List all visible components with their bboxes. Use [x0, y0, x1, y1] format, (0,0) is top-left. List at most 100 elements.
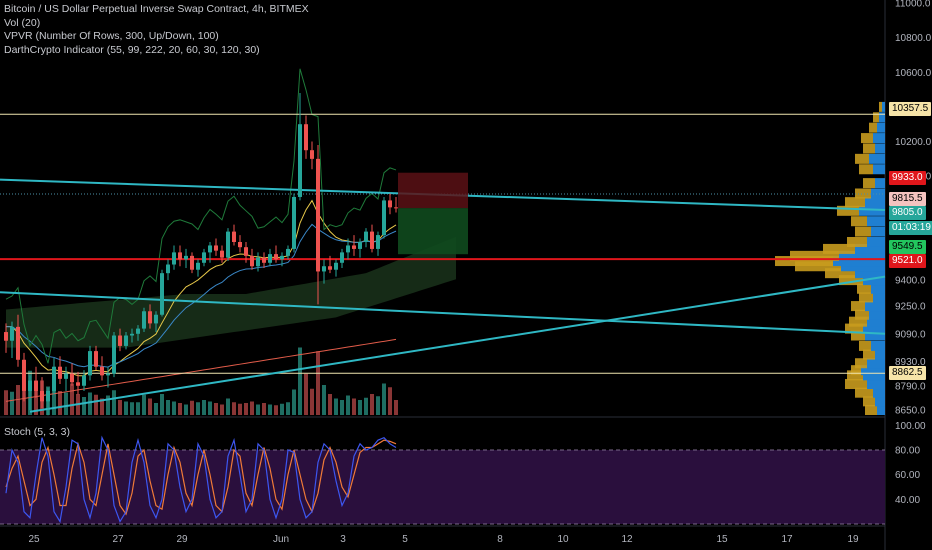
volume-profile-gold: [837, 205, 859, 216]
price-tag: 8862.5: [889, 366, 926, 380]
position-box[interactable]: [398, 172, 468, 255]
time-tick-label: 27: [112, 534, 124, 545]
volume-profile-gold: [855, 358, 867, 369]
volume-bar: [346, 395, 350, 415]
candle-body: [76, 382, 80, 386]
volume-profile-gold: [859, 164, 873, 175]
candle-body: [112, 335, 116, 374]
volume-bar: [178, 403, 182, 415]
candle-body: [346, 245, 350, 253]
volume-bar: [274, 405, 278, 415]
volume-bar: [286, 402, 290, 415]
volume-profile: [775, 101, 885, 415]
volume-profile-gold: [851, 216, 867, 227]
volume-profile-gold: [865, 405, 877, 415]
volume-profile-blue: [871, 188, 885, 199]
volume-profile-blue: [855, 243, 885, 254]
volume-profile-blue: [871, 226, 885, 237]
price-tick-label: 10600.0: [895, 68, 932, 79]
volume-bar: [124, 401, 128, 415]
stoch-axis: 100.00 80.00 60.00 40.00: [895, 421, 926, 506]
stoch-tick-label: 100.00: [895, 421, 926, 432]
volume-profile-blue: [861, 365, 885, 376]
candle-body: [118, 335, 122, 346]
volume-bar: [310, 388, 314, 415]
volume-bar: [214, 403, 218, 415]
volume-bar: [196, 402, 200, 415]
candles: [4, 93, 398, 416]
volume-profile-blue: [859, 205, 885, 216]
stoch-tick-label: 60.00: [895, 470, 920, 481]
time-tick-label: 5: [402, 534, 408, 545]
price-tick-label: 10800.0: [895, 33, 932, 44]
time-axis[interactable]: 25 27 29 Jun 3 5 8 10 12 15 17 19: [28, 534, 859, 545]
volume-profile-blue: [869, 309, 885, 320]
candle-body: [196, 262, 200, 270]
price-tick-label: 8650.0: [895, 406, 926, 417]
candle-body: [340, 252, 344, 263]
volume-profile-gold: [879, 101, 882, 112]
candle-body: [352, 245, 356, 249]
candle-body: [64, 373, 68, 379]
volume-profile-blue: [833, 256, 885, 267]
stoch-indicator-label[interactable]: Stoch (5, 3, 3): [4, 426, 70, 438]
volume-profile-blue: [873, 164, 885, 175]
candle-body: [280, 255, 284, 260]
time-tick-label: 8: [497, 534, 503, 545]
volume-profile-gold: [845, 197, 865, 208]
stop-loss-zone: [398, 172, 468, 209]
time-tick-label: 19: [847, 534, 859, 545]
volume-bar: [376, 396, 380, 415]
candle-body: [310, 150, 314, 159]
candle-body: [370, 231, 374, 249]
volume-bar: [238, 403, 242, 415]
volume-profile-gold: [863, 396, 875, 407]
volume-profile-gold: [845, 323, 863, 334]
candle-body: [40, 390, 44, 402]
volume-profile-gold: [863, 143, 875, 154]
vpvr-indicator-label[interactable]: VPVR (Number Of Rows, 300, Up/Down, 100): [4, 30, 219, 42]
stoch-k-line: [5, 435, 397, 524]
volume-profile-blue: [873, 387, 885, 398]
volume-profile-blue: [871, 340, 885, 351]
price-tick-label: 9250.0: [895, 302, 926, 313]
volume-profile-blue: [841, 261, 885, 272]
symbol-title[interactable]: Bitcoin / US Dollar Perpetual Inverse Sw…: [4, 3, 309, 15]
time-tick-label: 29: [176, 534, 188, 545]
volume-bar: [58, 391, 62, 415]
volume-profile-blue: [873, 133, 885, 144]
volume-bar: [292, 389, 296, 415]
volume-bar: [358, 400, 362, 415]
candle-body: [52, 366, 56, 391]
price-tag: 9805.0: [889, 206, 926, 220]
candle-body: [4, 332, 8, 341]
time-tick-label: 25: [28, 534, 40, 545]
volume-bar: [394, 400, 398, 415]
candle-body: [22, 359, 26, 391]
volume-bar: [118, 400, 122, 415]
candle-body: [16, 326, 20, 360]
volume-bar: [172, 401, 176, 415]
darth-indicator-label[interactable]: DarthCrypto Indicator (55, 99, 222, 20, …: [4, 43, 260, 56]
candle-body: [328, 266, 332, 270]
volume-bar: [340, 400, 344, 415]
price-tag: 9815.5: [889, 192, 926, 206]
volume-bar: [304, 373, 308, 415]
volume-profile-gold: [859, 340, 871, 351]
candle-body: [34, 380, 38, 391]
candle-body: [184, 255, 188, 260]
candle-body: [322, 266, 326, 272]
candle-body: [316, 158, 320, 272]
stoch-tick-label: 40.00: [895, 495, 920, 506]
volume-bar: [16, 385, 20, 415]
volume-profile-blue: [839, 250, 885, 261]
volume-bar: [250, 401, 254, 415]
vol-indicator-label[interactable]: Vol (20): [4, 16, 41, 29]
volume-profile-gold: [855, 309, 869, 320]
ichimoku-cloud: [6, 236, 456, 348]
moving-averages: [5, 68, 397, 402]
volume-bar: [268, 404, 272, 415]
volume-profile-gold: [790, 250, 839, 261]
candle-body: [394, 207, 398, 209]
volume-bar: [52, 376, 56, 415]
